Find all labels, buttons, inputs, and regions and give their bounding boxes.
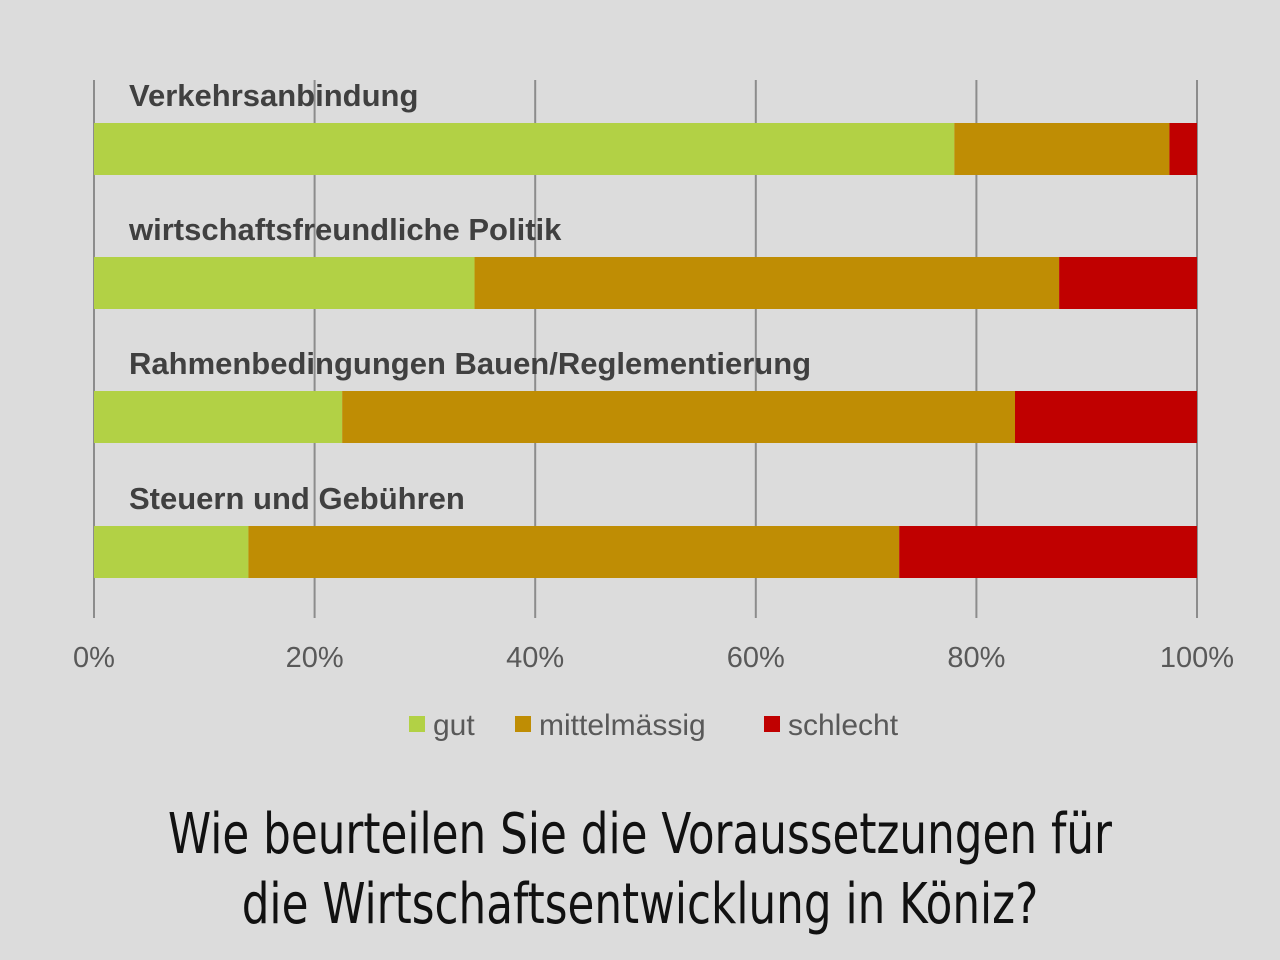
stacked-bar-chart: Verkehrsanbindung wirtschaftsfreundliche … xyxy=(73,78,1234,742)
legend: gut mittelmässig schlecht xyxy=(409,709,899,742)
legend-label: schlecht xyxy=(788,709,899,742)
caption-line-2: die Wirtschaftsentwicklung in Köniz? xyxy=(241,872,1039,937)
bar-segment-schlecht xyxy=(1169,123,1197,175)
legend-swatch xyxy=(515,716,531,732)
x-tick-label: 0% xyxy=(73,642,115,674)
bar-segment-gut xyxy=(94,123,955,175)
question-caption: Wie beurteilen Sie die Voraussetzungen f… xyxy=(141,780,1139,960)
category-label: Rahmenbedingungen Bauen/Reglementierung xyxy=(129,346,811,381)
legend-label: mittelmässig xyxy=(539,709,706,742)
x-axis-ticks: 0% 20% 40% 60% 80% 100% xyxy=(73,642,1234,674)
bar-segment-schlecht xyxy=(1059,257,1197,309)
category-label: Steuern und Gebühren xyxy=(129,481,465,516)
bar-segment-mittelmssig xyxy=(342,391,1016,443)
x-tick-label: 40% xyxy=(506,642,564,674)
category-label: Verkehrsanbindung xyxy=(129,78,418,113)
x-tick-label: 60% xyxy=(727,642,785,674)
legend-label: gut xyxy=(433,709,475,742)
x-tick-label: 80% xyxy=(947,642,1005,674)
bar-segment-gut xyxy=(94,257,475,309)
x-tick-label: 100% xyxy=(1160,642,1234,674)
caption-line-1: Wie beurteilen Sie die Voraussetzungen f… xyxy=(168,802,1112,867)
bar-segment-mittelmssig xyxy=(954,123,1170,175)
bar-segment-mittelmssig xyxy=(474,257,1060,309)
category-label: wirtschaftsfreundliche Politik xyxy=(128,212,562,247)
bar-segment-schlecht xyxy=(899,526,1197,578)
bar-segment-mittelmssig xyxy=(248,526,900,578)
legend-swatch xyxy=(764,716,780,732)
x-tick-label: 20% xyxy=(286,642,344,674)
bar-segment-gut xyxy=(94,526,249,578)
bar-segment-gut xyxy=(94,391,343,443)
bar-segment-schlecht xyxy=(1015,391,1197,443)
legend-swatch xyxy=(409,716,425,732)
category-labels: Verkehrsanbindung wirtschaftsfreundliche … xyxy=(128,78,811,516)
bars xyxy=(94,123,1197,578)
